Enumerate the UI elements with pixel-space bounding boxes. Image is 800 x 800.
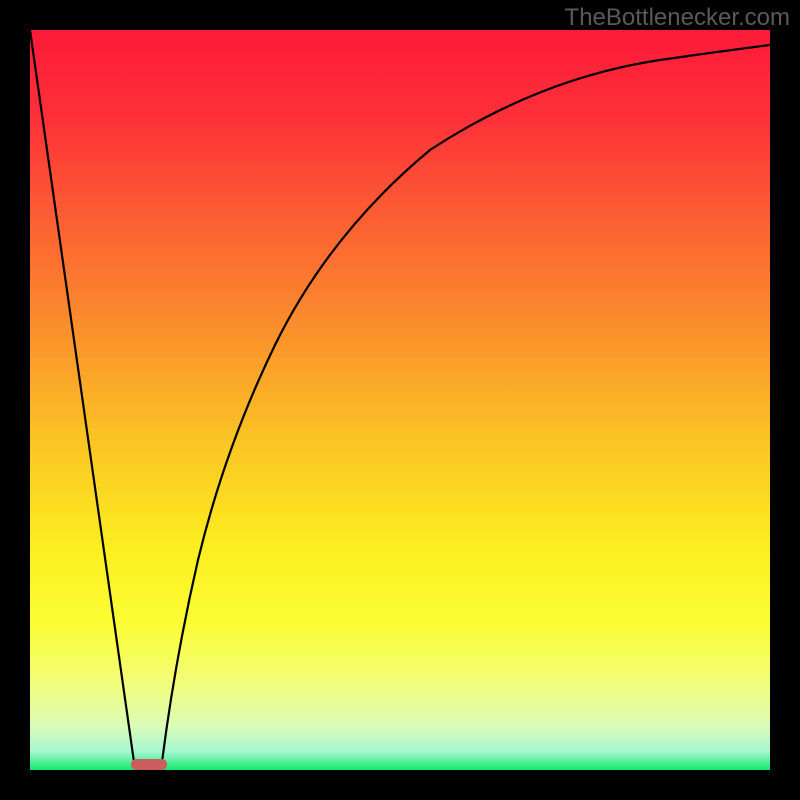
watermark-text: TheBottlenecker.com bbox=[565, 4, 790, 32]
chart-frame: TheBottlenecker.com bbox=[0, 0, 800, 800]
minimum-marker bbox=[131, 759, 167, 770]
chart-plot-area bbox=[30, 30, 770, 770]
bottleneck-chart-svg bbox=[0, 0, 800, 800]
